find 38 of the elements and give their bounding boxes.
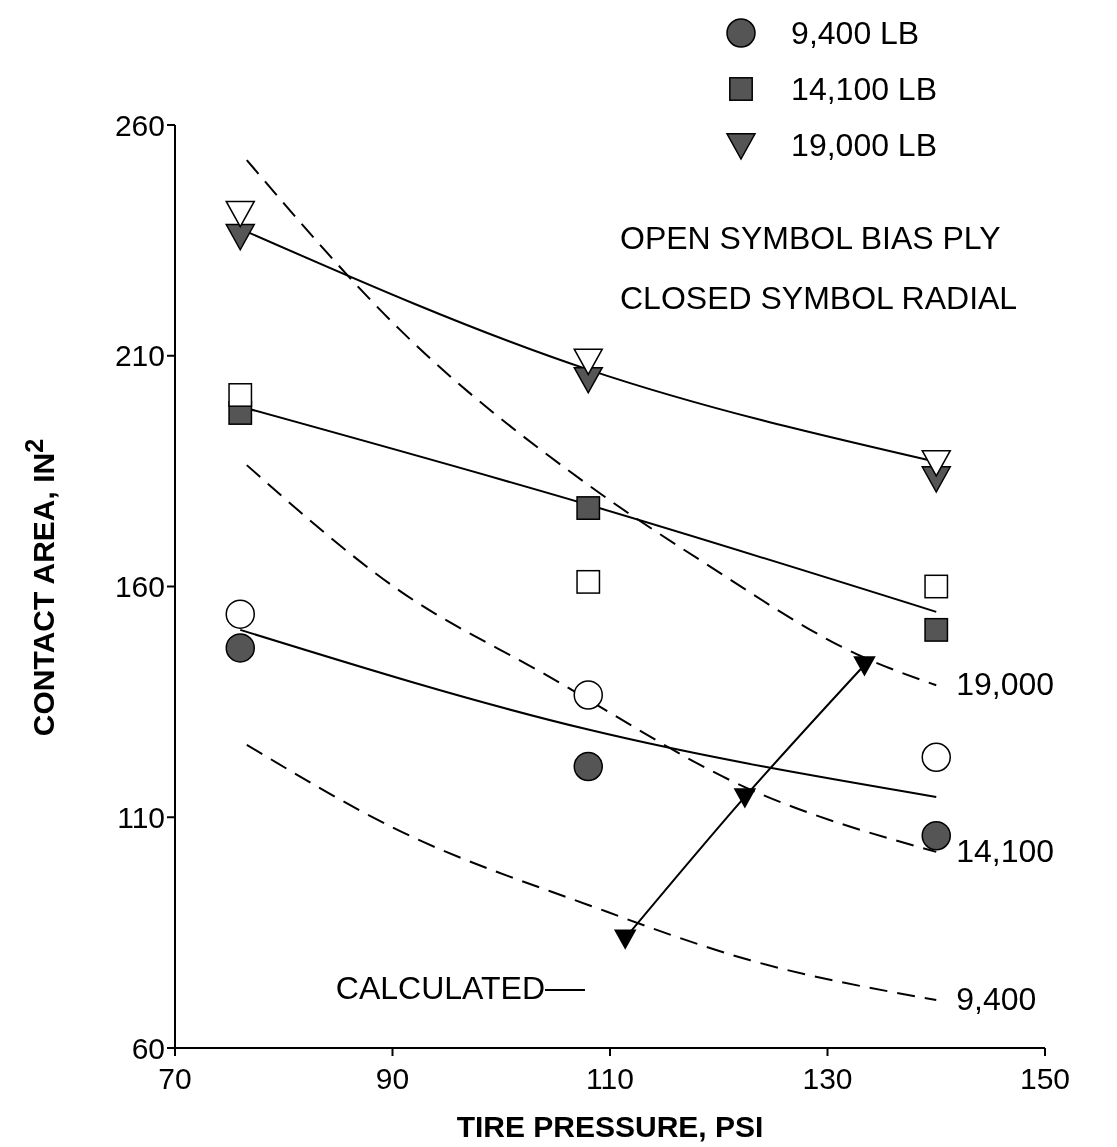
y-tick-label: 160 <box>114 570 165 604</box>
x-tick-label: 90 <box>375 1062 410 1096</box>
point <box>228 383 253 407</box>
x-tick-label: 110 <box>586 1062 634 1096</box>
legend-label: 19,000 LB <box>791 126 937 164</box>
x-tick-label: 130 <box>802 1062 853 1096</box>
point <box>573 680 603 710</box>
annotation: CLOSED SYMBOL RADIAL <box>620 280 1018 317</box>
y-tick-label: 210 <box>114 339 165 373</box>
point <box>921 449 951 477</box>
y-tick-label: 110 <box>117 800 165 834</box>
y-tick-label: 260 <box>114 108 165 142</box>
legend-label: 9,400 LB <box>791 14 920 52</box>
point <box>576 569 601 594</box>
y-tick-label: 60 <box>131 1031 165 1065</box>
x-axis-title: TIRE PRESSURE, PSI <box>455 1110 765 1144</box>
point <box>573 348 603 376</box>
series-label: 9,400 <box>956 981 1037 1017</box>
point <box>921 820 951 851</box>
point <box>924 617 949 642</box>
point <box>853 656 876 676</box>
point <box>225 599 255 629</box>
x-tick-label: 150 <box>1019 1062 1071 1096</box>
point <box>573 751 603 782</box>
x-tick-label: 70 <box>158 1062 192 1096</box>
point <box>921 742 951 773</box>
point <box>734 788 756 808</box>
series-label: 14,100 <box>956 832 1055 869</box>
point <box>225 633 255 663</box>
point <box>225 200 255 228</box>
annotation: OPEN SYMBOL BIAS PLY <box>620 220 1001 257</box>
point <box>924 574 949 599</box>
legend-label: 14,100 LB <box>791 70 937 108</box>
point <box>576 496 601 520</box>
annotation: CALCULATED <box>335 970 545 1007</box>
series-label: 19,000 <box>956 666 1055 703</box>
point <box>614 929 636 949</box>
point <box>225 223 255 251</box>
